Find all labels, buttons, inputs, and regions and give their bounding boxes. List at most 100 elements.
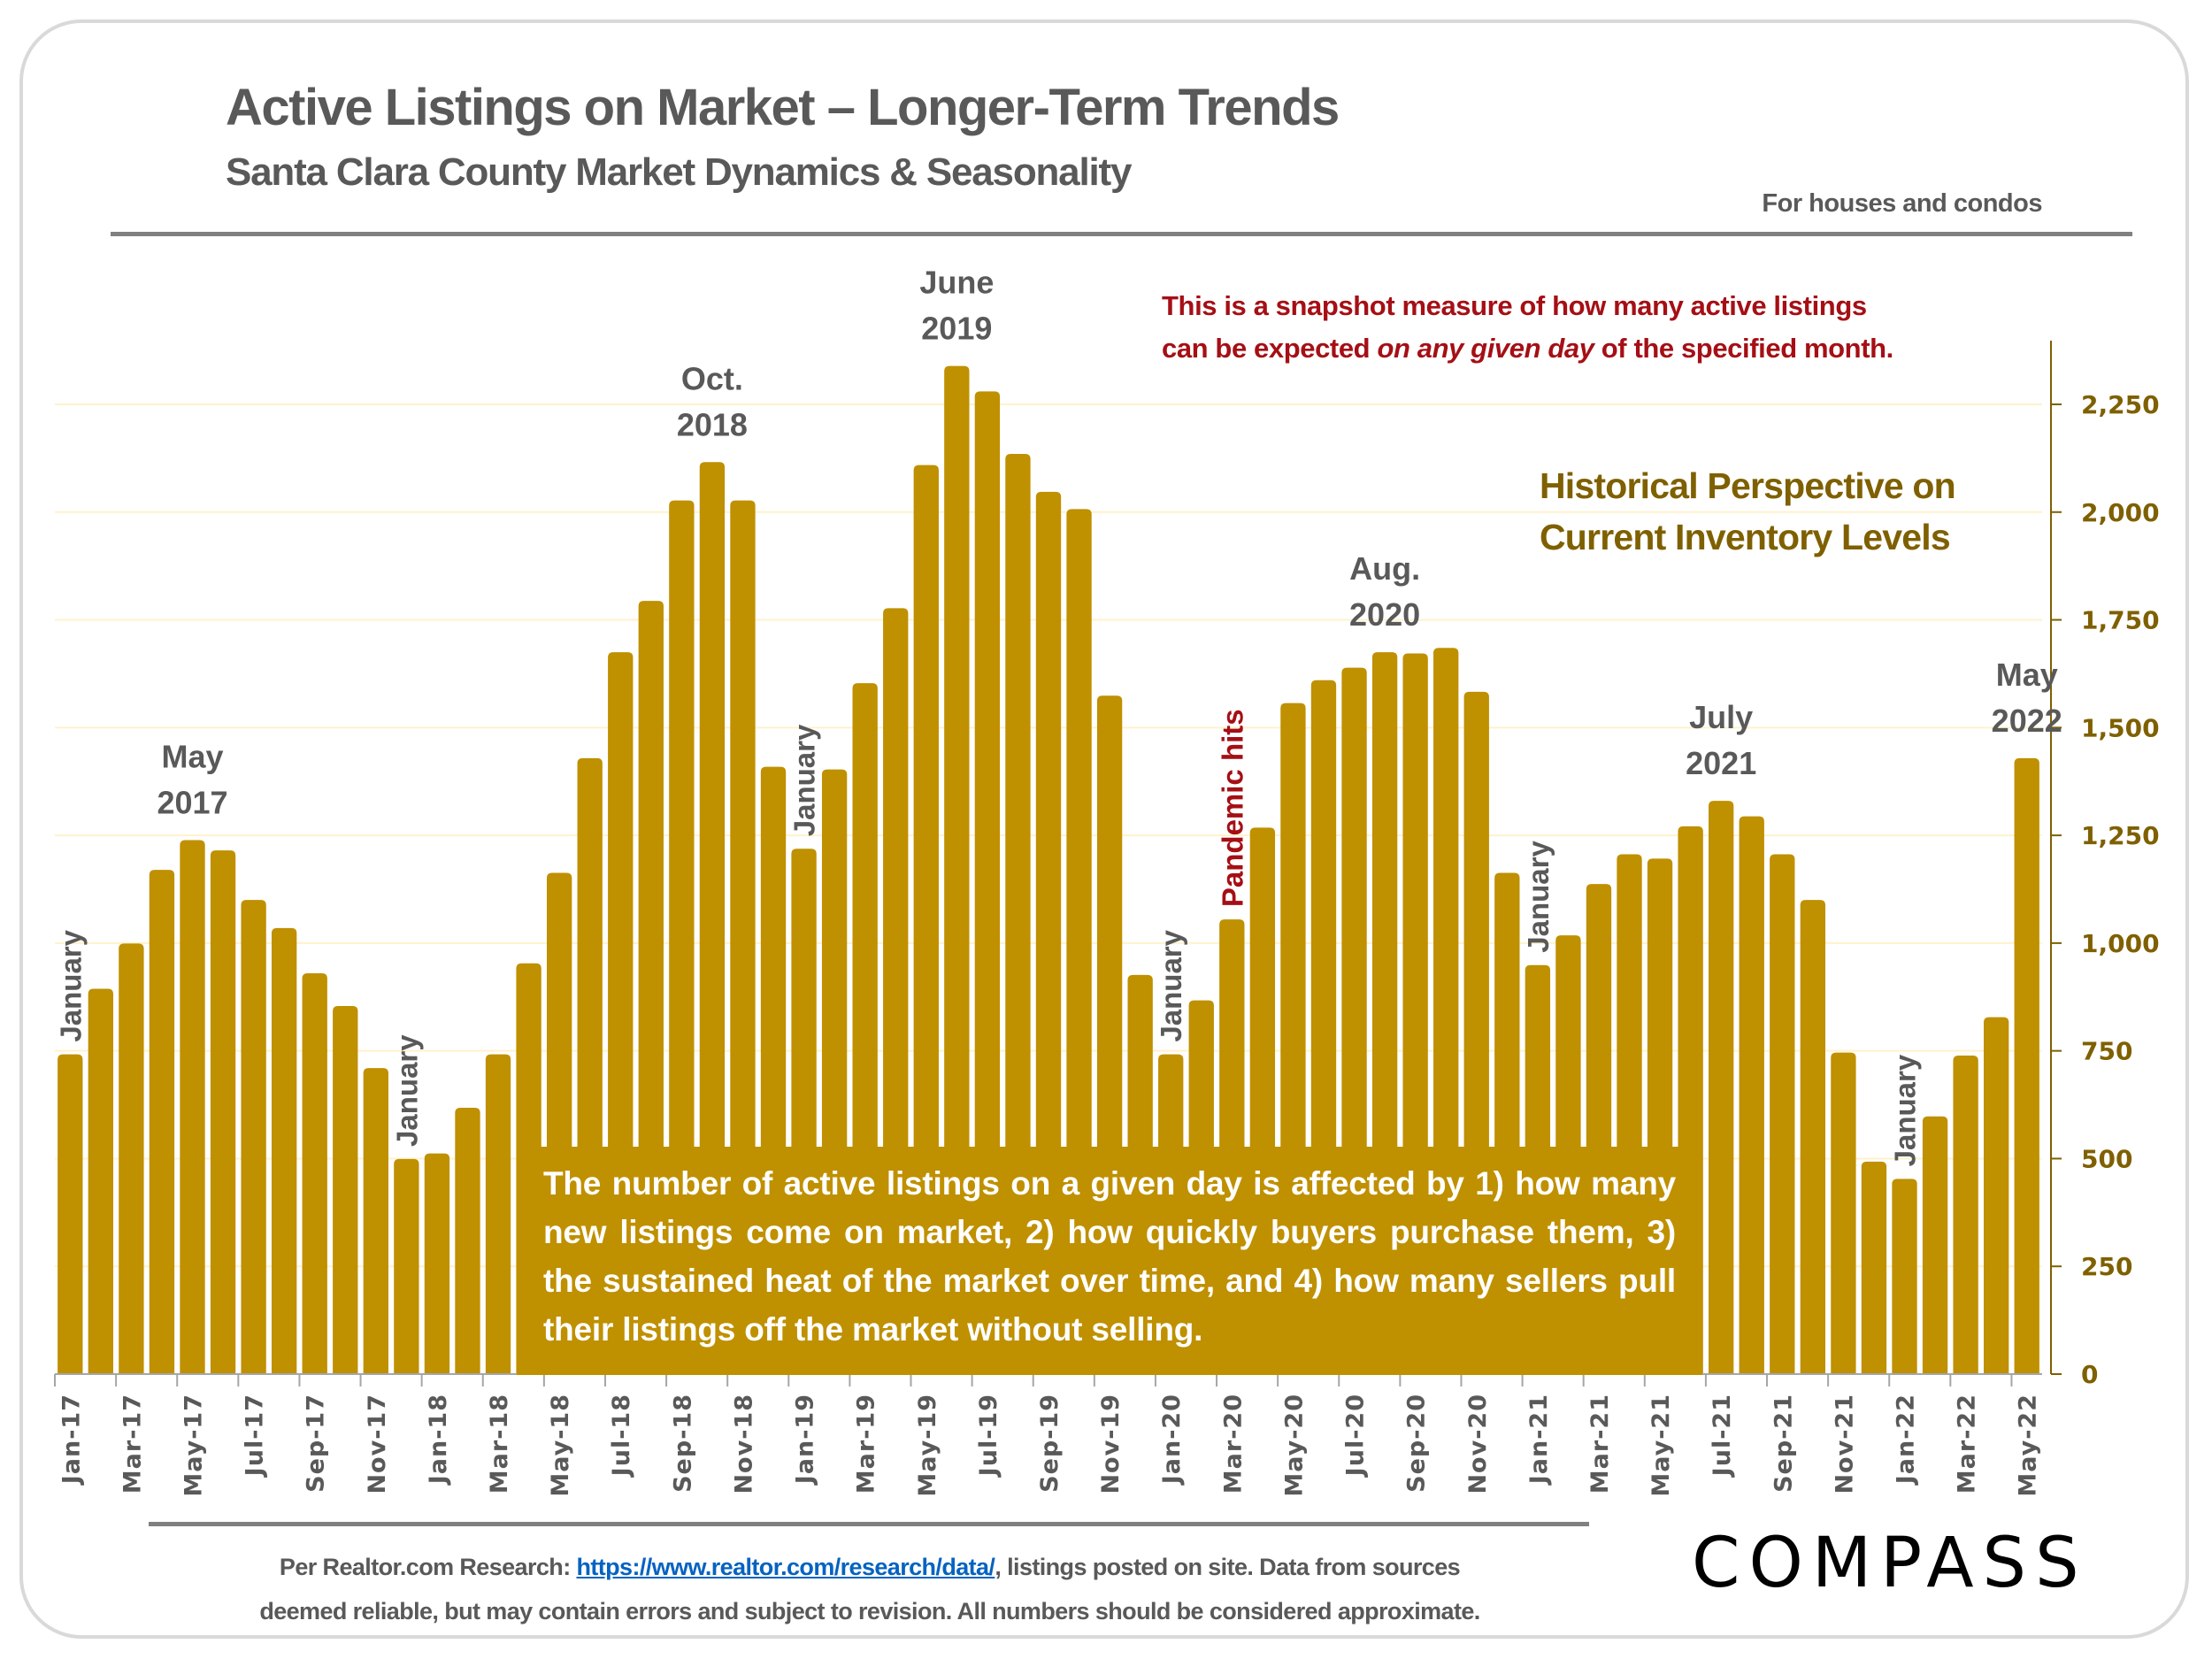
x-tick-label: Nov-19 bbox=[1097, 1394, 1125, 1494]
peak-label-year: 2017 bbox=[157, 784, 227, 820]
historical-line-1: Historical Perspective on bbox=[1540, 465, 1956, 506]
y-tick-label: 1,500 bbox=[2081, 713, 2160, 742]
bar-Aug-17 bbox=[271, 927, 297, 1374]
bar-May-17 bbox=[180, 840, 205, 1374]
source-note: Per Realtor.com Research: https://www.re… bbox=[140, 1545, 1600, 1633]
bar-Aug-21 bbox=[1739, 816, 1764, 1374]
bar-Mar-17 bbox=[119, 943, 144, 1374]
january-label: January bbox=[1155, 929, 1187, 1041]
y-tick-label: 1,000 bbox=[2081, 929, 2160, 958]
x-tick-label: Nov-21 bbox=[1831, 1394, 1858, 1494]
x-tick-label: May-18 bbox=[547, 1394, 574, 1497]
january-label: January bbox=[54, 929, 87, 1041]
bar-Jul-17 bbox=[241, 900, 266, 1374]
source-suffix: , listings posted on site. Data from sou… bbox=[995, 1554, 1461, 1580]
bar-Oct-21 bbox=[1800, 900, 1826, 1374]
source-line-1: Per Realtor.com Research: https://www.re… bbox=[140, 1545, 1600, 1589]
y-tick-label: 250 bbox=[2081, 1252, 2132, 1281]
x-tick-label: Jan-21 bbox=[1525, 1394, 1553, 1486]
scope-note: For houses and condos bbox=[1762, 189, 2042, 218]
x-tick-label: May-22 bbox=[2015, 1394, 2042, 1497]
bar-Dec-21 bbox=[1861, 1161, 1887, 1374]
bar-Sep-17 bbox=[302, 972, 327, 1374]
peak-label-month: May bbox=[161, 738, 223, 774]
january-label: January bbox=[1522, 841, 1555, 953]
peak-label-year: 2020 bbox=[1349, 596, 1420, 633]
bar-Jun-17 bbox=[210, 850, 236, 1374]
snapshot-note: This is a snapshot measure of how many a… bbox=[1162, 285, 1893, 370]
x-tick-label: Mar-21 bbox=[1586, 1394, 1614, 1494]
header-divider bbox=[111, 232, 2132, 236]
source-line-2: deemed reliable, but may contain errors … bbox=[259, 1598, 1480, 1624]
x-tick-label: Jul-20 bbox=[1342, 1394, 1370, 1478]
x-tick-label: Sep-17 bbox=[303, 1394, 330, 1493]
bar-Apr-22 bbox=[1984, 1017, 2009, 1374]
x-tick-label: Jan-17 bbox=[58, 1394, 85, 1486]
peak-label-month: Oct. bbox=[681, 360, 743, 396]
bar-Nov-17 bbox=[363, 1068, 388, 1374]
logo-text: COMPASS bbox=[1692, 1524, 2088, 1603]
x-tick-label: May-21 bbox=[1647, 1394, 1675, 1497]
bar-Apr-17 bbox=[149, 870, 175, 1374]
info-box: The number of active listings on a given… bbox=[517, 1147, 1702, 1375]
chart-subtitle: Santa Clara County Market Dynamics & Sea… bbox=[226, 150, 1132, 194]
annotation-labels: May 2017 Oct. 2018 June 2019 Aug. 2020 July 2021 M… bbox=[54, 265, 2062, 1167]
bar-Oct-17 bbox=[333, 1006, 358, 1374]
chart-title: Active Listings on Market – Longer-Term … bbox=[226, 79, 1340, 136]
x-tick-label: Mar-19 bbox=[853, 1394, 880, 1494]
bar-Jan-18 bbox=[424, 1153, 450, 1374]
x-tick-label: Mar-17 bbox=[119, 1394, 146, 1494]
x-tick-label: Mar-22 bbox=[1954, 1394, 1981, 1494]
x-tick-label: May-17 bbox=[180, 1394, 207, 1497]
bar-Oct-18 bbox=[699, 462, 726, 1374]
historical-perspective-note: Historical Perspective on Current Invent… bbox=[1540, 460, 1956, 563]
peak-label-year: 2019 bbox=[921, 311, 992, 347]
peak-label-year: 2018 bbox=[677, 406, 748, 442]
peak-label-month: June bbox=[919, 265, 994, 301]
y-axis: 0 250 500 750 1,000 1,250 1,500 1,750 2,000 2,250 bbox=[2050, 341, 2160, 1389]
bar-Jun-19 bbox=[944, 365, 970, 1375]
x-tick-label: Jul-19 bbox=[975, 1394, 1002, 1478]
x-tick-label: May-20 bbox=[1280, 1394, 1308, 1497]
january-label: January bbox=[1889, 1054, 1922, 1166]
bar-Jul-21 bbox=[1709, 801, 1734, 1374]
source-link[interactable]: https://www.realtor.com/research/data/ bbox=[576, 1554, 995, 1580]
bar-Aug-19 bbox=[1005, 454, 1031, 1374]
snapshot-line-2: can be expected on any given day of the … bbox=[1162, 327, 1893, 370]
x-tick-label: May-19 bbox=[914, 1394, 941, 1497]
x-tick-label: Jul-21 bbox=[1709, 1394, 1736, 1478]
bar-Nov-21 bbox=[1831, 1052, 1856, 1374]
bar-May-22 bbox=[2014, 757, 2039, 1374]
snapshot-text: can be expected bbox=[1162, 333, 1378, 364]
y-tick-label: 2,000 bbox=[2081, 498, 2160, 527]
x-tick-label: Sep-21 bbox=[1770, 1394, 1797, 1493]
bar-Feb-17 bbox=[88, 988, 113, 1374]
snapshot-text: of the specified month. bbox=[1594, 333, 1894, 364]
snapshot-emphasis: on any given day bbox=[1377, 333, 1594, 364]
pandemic-label: Pandemic hits bbox=[1216, 709, 1248, 907]
january-label: January bbox=[788, 724, 821, 836]
bar-Feb-22 bbox=[1922, 1116, 1948, 1374]
x-tick-label: Mar-20 bbox=[1219, 1394, 1247, 1494]
bar-Mar-22 bbox=[1953, 1056, 1978, 1374]
x-tick-label: Mar-18 bbox=[486, 1394, 513, 1494]
compass-logo: COMPASS bbox=[1692, 1524, 2088, 1603]
x-tick-label: Sep-18 bbox=[669, 1394, 696, 1493]
bar-Dec-17 bbox=[394, 1158, 419, 1374]
x-tick-label: Nov-17 bbox=[364, 1394, 391, 1494]
x-tick-label: Sep-19 bbox=[1036, 1394, 1064, 1493]
peak-label-year: 2021 bbox=[1686, 745, 1756, 781]
peak-label-year: 2022 bbox=[1992, 703, 2062, 739]
x-tick-label: Jan-20 bbox=[1158, 1394, 1186, 1486]
peak-label-month: Aug. bbox=[1349, 550, 1420, 587]
x-tick-label: Jan-22 bbox=[1893, 1394, 1920, 1486]
chart-frame bbox=[19, 19, 2189, 1639]
y-tick-label: 750 bbox=[2081, 1037, 2132, 1066]
x-axis: Jan-17 Mar-17 May-17 Jul-17 Sep-17 Nov-17 Jan-… bbox=[54, 1373, 2042, 1497]
info-box-text: The number of active listings on a given… bbox=[543, 1165, 1676, 1348]
bar-Mar-18 bbox=[485, 1054, 511, 1374]
y-tick-label: 500 bbox=[2081, 1144, 2132, 1173]
bar-Jul-19 bbox=[974, 391, 1001, 1374]
footer-divider bbox=[149, 1522, 1589, 1526]
